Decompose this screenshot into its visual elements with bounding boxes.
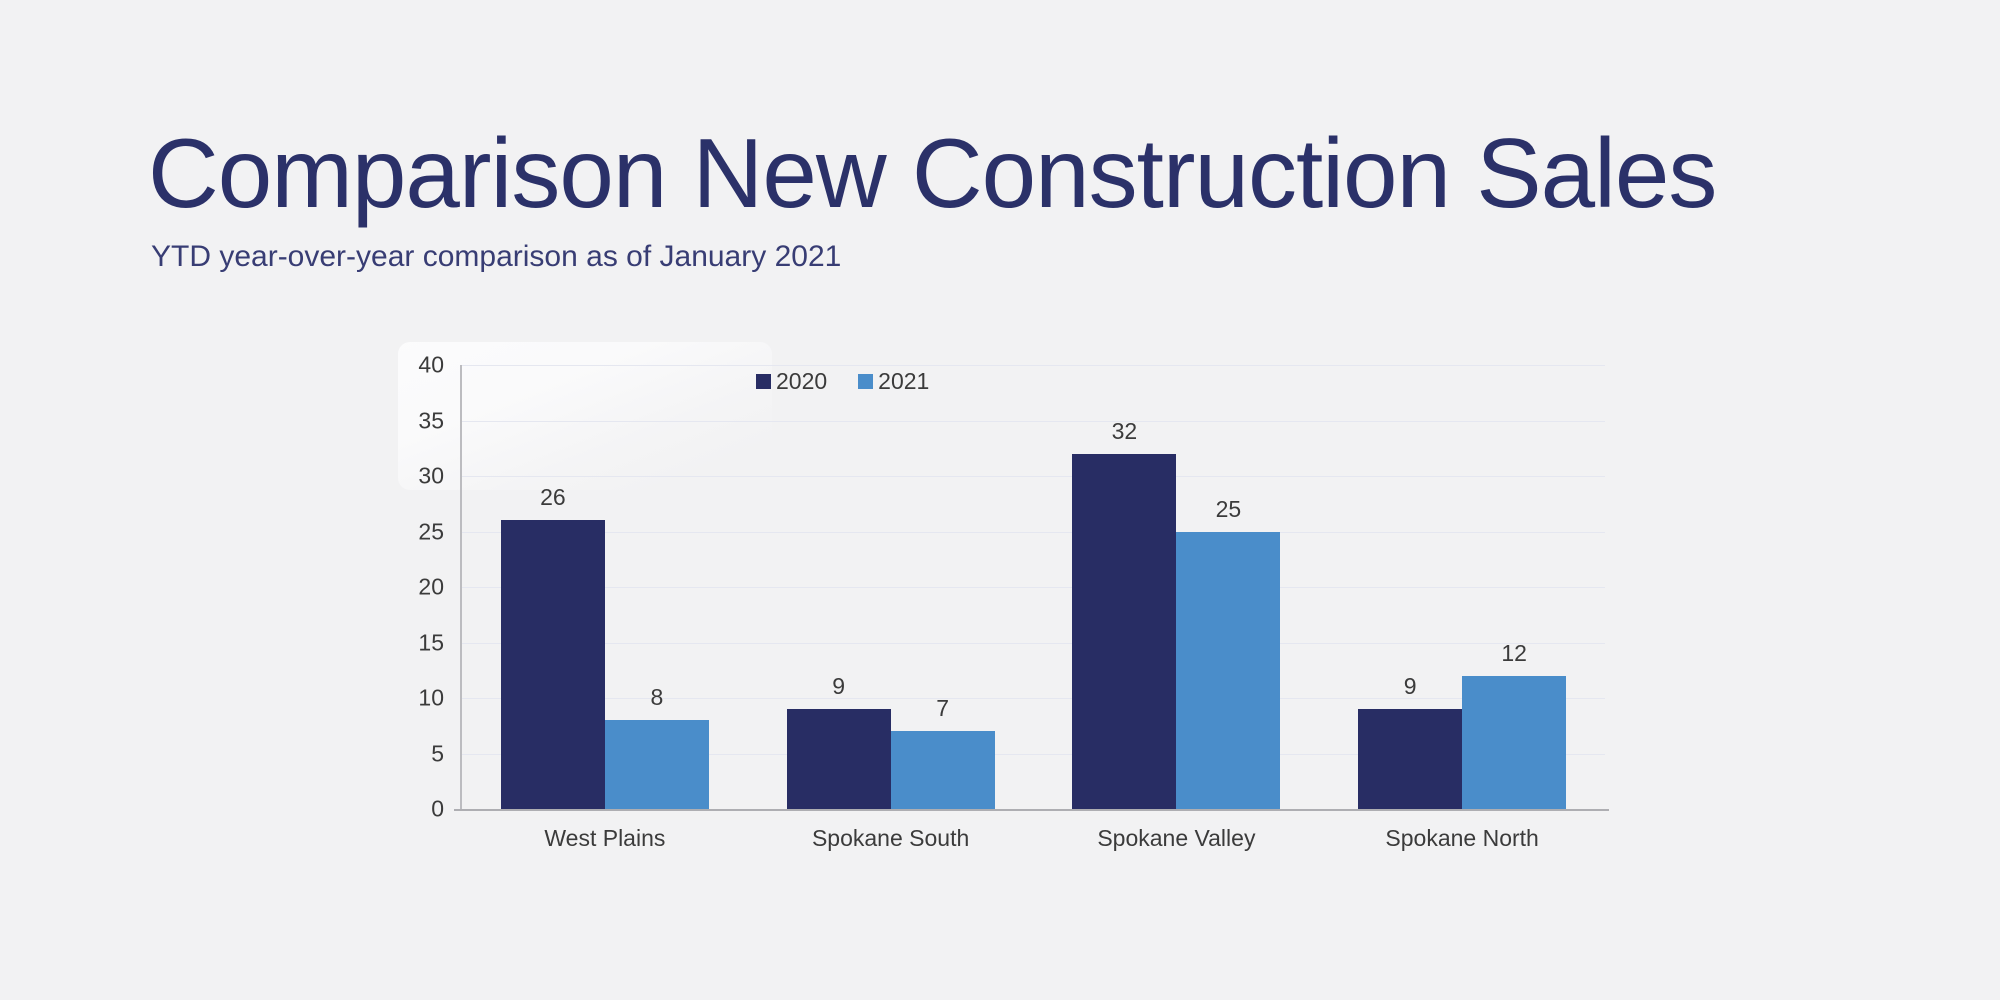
gridline [462,753,1605,755]
bar-value-label: 9 [832,673,846,700]
y-axis-tick-label: 15 [418,629,444,655]
legend-swatch-2020 [756,374,771,389]
bar-2020-west-plains [500,520,605,809]
y-axis-line [460,365,462,809]
bar-2021-west-plains [604,720,709,809]
y-axis-tick-label: 10 [418,684,444,711]
x-axis-category-label: Spokane North [1385,825,1539,851]
y-axis-tick-label: 40 [418,351,444,378]
bar-2021-spokane-north [1462,675,1567,809]
bar-value-label: 12 [1501,639,1527,666]
bar-2020-spokane-north [1358,709,1463,809]
gridline [462,587,1605,588]
bar-value-label: 32 [1111,417,1138,444]
x-axis-baseline [454,809,1609,811]
legend-item-2021: 2021 [858,368,929,395]
page-subtitle: YTD year-over-year comparison as of Janu… [151,240,842,273]
y-axis-tick-label: 25 [418,518,444,544]
gridline [462,698,1605,699]
legend: 2020 2021 [756,368,929,395]
y-axis-tick-label: 30 [418,462,444,489]
y-axis-tick-label: 5 [431,740,444,766]
bar-2020-spokane-valley [1072,453,1177,809]
bar-value-label: 9 [1403,673,1417,700]
bar-2021-spokane-valley [1176,531,1281,809]
legend-label: 2020 [776,368,828,394]
x-axis-category-label: Spokane Valley [1097,825,1256,851]
gridline [462,476,1605,477]
y-axis-tick-label: 35 [418,407,444,433]
y-axis-tick-label: 0 [431,795,444,822]
gridline [462,531,1605,533]
bar-value-label: 26 [540,484,566,511]
bar-chart: 0 5 10 15 20 25 30 35 40 26 9 32 9 8 7 25 12 West Plains S… [418,352,1609,851]
gridline [462,420,1605,422]
gridline [462,365,1605,366]
y-axis-tick-label: 20 [418,573,444,600]
bar-value-label: 7 [936,695,950,722]
bar-2020-spokane-south [786,709,891,809]
legend-swatch-2021 [858,374,874,389]
bar-value-label: 25 [1215,495,1242,522]
x-axis-category-label: Spokane South [811,825,970,851]
bar-value-label: 8 [650,684,664,711]
gridline [462,642,1605,644]
page-title: Comparison New Construction Sales [148,118,1717,228]
x-axis-category-label: West Plains [544,825,666,851]
legend-item-2020: 2020 [756,368,827,395]
bar-2021-spokane-south [890,731,995,809]
legend-label: 2021 [878,368,930,394]
